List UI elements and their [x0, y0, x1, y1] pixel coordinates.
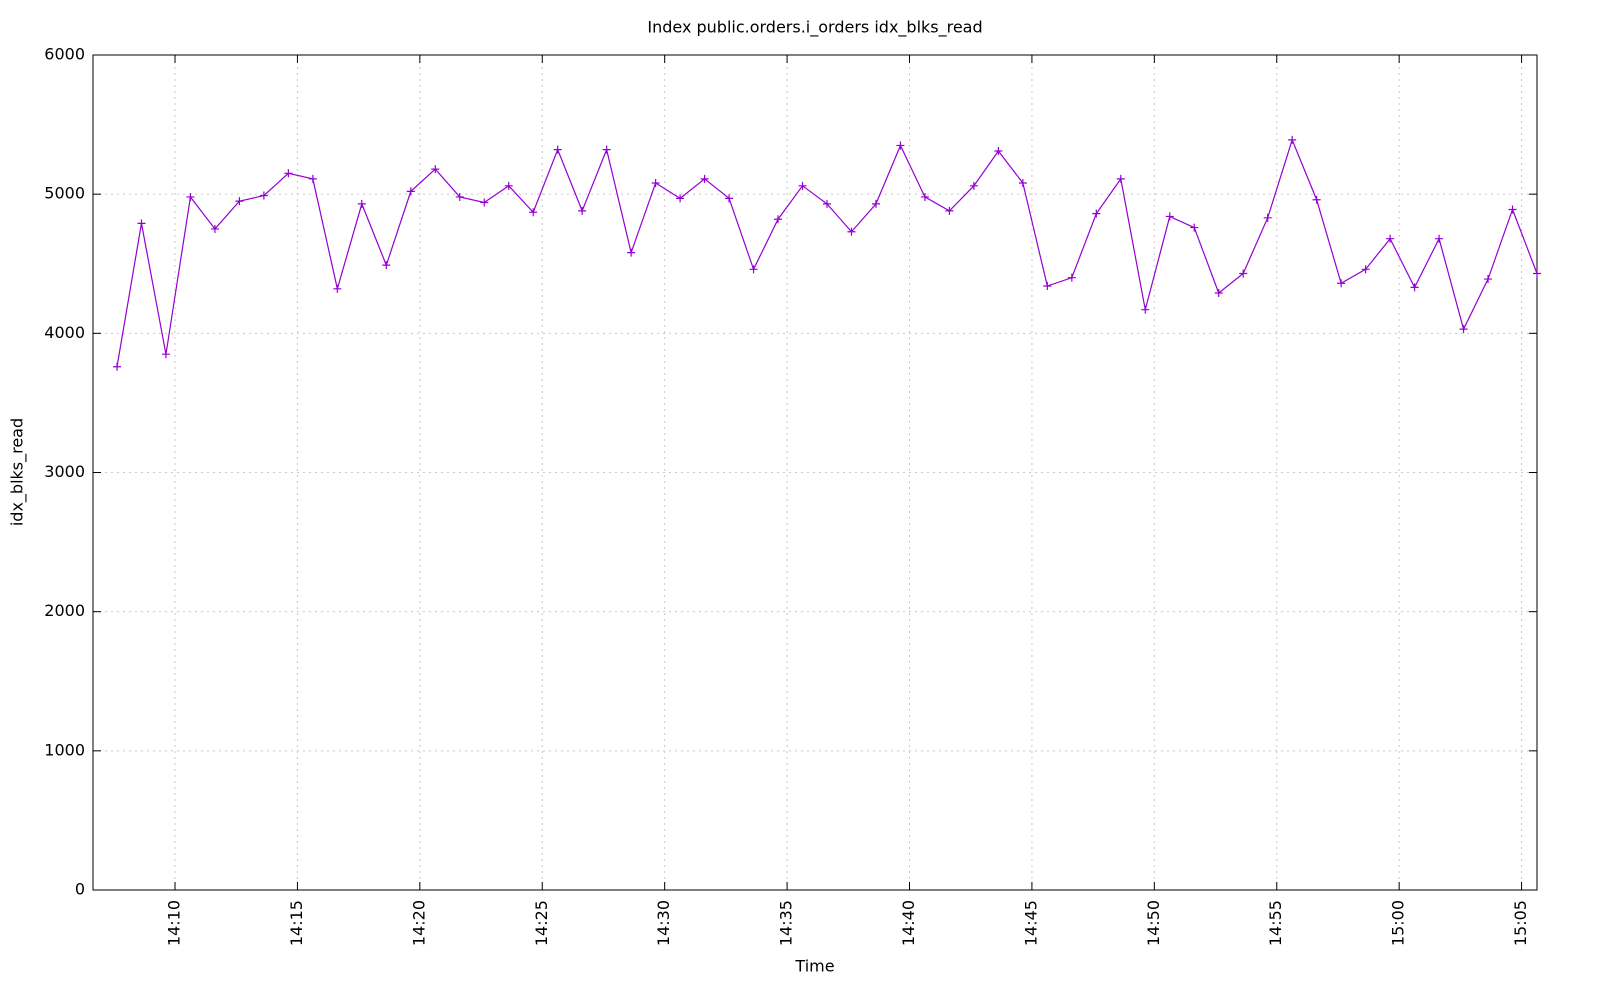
data-point — [284, 169, 293, 178]
y-tick-label: 5000 — [44, 184, 85, 203]
data-point — [210, 224, 219, 233]
x-tick-label: 14:20 — [409, 900, 428, 946]
data-point — [186, 192, 195, 201]
y-tick-label: 4000 — [44, 323, 85, 342]
x-tick-label: 14:35 — [777, 900, 796, 946]
data-point — [1459, 325, 1468, 334]
data-point — [1337, 279, 1346, 288]
data-point — [259, 191, 268, 200]
x-tick-label: 14:40 — [899, 900, 918, 946]
data-point — [994, 147, 1003, 156]
data-point — [1141, 305, 1150, 314]
data-point — [308, 174, 317, 183]
data-point — [357, 199, 366, 208]
data-point — [847, 227, 856, 236]
data-point — [676, 194, 685, 203]
data-point — [1533, 269, 1541, 278]
x-tick-label: 14:55 — [1266, 900, 1285, 946]
data-point — [725, 194, 734, 203]
x-tick-label: 14:25 — [532, 900, 551, 946]
chart-title: Index public.orders.i_orders idx_blks_re… — [647, 18, 982, 38]
data-point — [1067, 273, 1076, 282]
x-tick-label: 15:00 — [1389, 900, 1408, 946]
data-point — [112, 362, 121, 371]
y-tick-label: 3000 — [44, 462, 85, 481]
data-point — [578, 206, 587, 215]
data-point — [1043, 282, 1052, 291]
data-point — [529, 208, 538, 217]
data-point — [700, 174, 709, 183]
y-tick-label: 0 — [75, 880, 85, 899]
data-point — [749, 265, 758, 274]
data-point — [969, 181, 978, 190]
data-point — [774, 215, 783, 224]
x-tick-label: 15:05 — [1511, 900, 1530, 946]
data-point — [1386, 234, 1395, 243]
data-point — [1361, 265, 1370, 274]
data-point — [896, 141, 905, 150]
data-point — [480, 198, 489, 207]
data-point — [651, 179, 660, 188]
data-point — [1312, 195, 1321, 204]
data-point — [333, 284, 342, 293]
data-point — [1435, 234, 1444, 243]
plot-border — [92, 54, 1538, 891]
x-tick-label: 14:15 — [287, 900, 306, 946]
data-point — [1508, 205, 1517, 214]
data-point — [945, 206, 954, 215]
data-point — [504, 181, 513, 190]
y-tick-label: 1000 — [44, 740, 85, 759]
data-point — [1018, 179, 1027, 188]
data-point — [235, 197, 244, 206]
x-tick-label: 14:30 — [654, 900, 673, 946]
data-point — [431, 165, 440, 174]
data-point — [1116, 174, 1125, 183]
data-point — [382, 261, 391, 270]
x-axis-label: Time — [794, 957, 834, 976]
data-point — [1484, 275, 1493, 284]
data-point — [920, 192, 929, 201]
data-point — [1288, 135, 1297, 144]
data-point — [1165, 212, 1174, 221]
data-point — [1410, 283, 1419, 292]
data-point — [553, 145, 562, 154]
data-point — [1263, 213, 1272, 222]
data-point — [1214, 288, 1223, 297]
data-point — [1092, 209, 1101, 218]
x-tick-label: 14:50 — [1144, 900, 1163, 946]
data-point — [602, 145, 611, 154]
data-point — [137, 219, 146, 228]
data-point — [406, 187, 415, 196]
y-tick-label: 6000 — [44, 45, 85, 64]
data-point — [798, 181, 807, 190]
data-point — [1239, 269, 1248, 278]
data-point — [871, 199, 880, 208]
x-tick-label: 14:10 — [165, 900, 184, 946]
data-point — [822, 199, 831, 208]
data-point — [161, 350, 170, 359]
data-point — [1190, 223, 1199, 232]
y-tick-label: 2000 — [44, 601, 85, 620]
x-tick-label: 14:45 — [1021, 900, 1040, 946]
data-point — [627, 248, 636, 257]
data-point — [455, 192, 464, 201]
y-axis-label: idx_blks_read — [8, 418, 28, 526]
